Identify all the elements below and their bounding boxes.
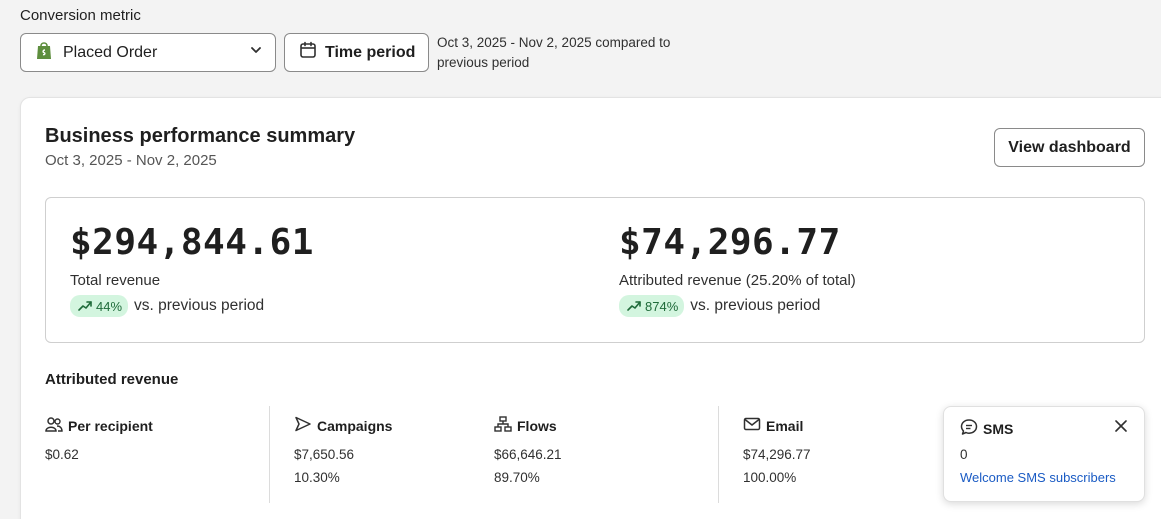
column-title: Per recipient [68,417,153,434]
sms-value: 0 [960,447,968,462]
flows-column: Flows $66,646.21 89.70% [494,416,562,485]
campaigns-column: Campaigns $7,650.56 10.30% [294,416,392,485]
column-value: $74,296.77 [743,447,811,462]
total-revenue-value: $294,844.61 [70,222,314,263]
welcome-sms-link[interactable]: Welcome SMS subscribers [960,470,1116,485]
column-value: $66,646.21 [494,447,562,462]
sms-title: SMS [983,420,1014,437]
total-revenue-label: Total revenue [70,272,161,289]
change-percent: 874% [645,298,679,314]
attributed-revenue-block: $74,296.77 [619,222,841,263]
change-percent: 44% [96,298,123,314]
close-icon[interactable] [1112,417,1130,435]
column-divider [269,406,270,503]
column-percent: 100.00% [743,470,797,485]
column-title: Email [766,417,804,434]
mail-icon [743,416,766,435]
total-revenue-change: 44% vs. previous period [70,295,264,317]
column-title: Flows [517,417,557,434]
column-divider [718,406,719,503]
revenue-summary-box: $294,844.61 Total revenue 44% vs. previo… [45,197,1145,343]
conversion-metric-label: Conversion metric [20,7,141,24]
trend-up-icon [78,301,92,311]
change-badge: 44% [70,295,129,317]
view-dashboard-button[interactable]: View dashboard [994,128,1145,167]
sms-popover[interactable]: SMS 0 Welcome SMS subscribers [943,406,1145,502]
chevron-down-icon [249,43,263,62]
attributed-revenue-change: 874% vs. previous period [619,295,820,317]
attributed-revenue-value: $74,296.77 [619,222,841,263]
time-period-label: Time period [325,43,416,61]
column-percent: 10.30% [294,470,340,485]
column-value: $0.62 [45,447,79,462]
sms-chat-icon [960,418,983,439]
column-value: $7,650.56 [294,447,355,462]
calendar-icon [299,41,317,64]
flow-icon [494,416,517,435]
conversion-metric-value: Placed Order [63,43,158,61]
column-percent: 89.70% [494,470,540,485]
attributed-revenue-label: Attributed revenue (25.20% of total) [619,272,856,289]
conversion-metric-select[interactable]: Placed Order [20,33,276,72]
card-title: Business performance summary [45,125,356,147]
email-column: Email $74,296.77 100.00% [743,416,811,486]
column-title: Campaigns [317,417,393,434]
card-date-range: Oct 3, 2025 - Nov 2, 2025 [45,152,217,169]
send-icon [294,416,317,435]
trend-up-icon [627,301,641,311]
comparison-text: vs. previous period [134,297,265,314]
period-description: Oct 3, 2025 - Nov 2, 2025 compared to pr… [437,35,671,70]
people-icon [45,416,68,435]
comparison-text: vs. previous period [690,297,821,314]
time-period-button[interactable]: Time period [284,33,429,72]
change-badge: 874% [619,295,685,317]
shopify-bag-icon [35,40,53,65]
per-recipient-column: Per recipient $0.62 [45,416,153,462]
total-revenue-block: $294,844.61 [70,222,314,263]
attributed-revenue-heading: Attributed revenue [45,371,179,388]
